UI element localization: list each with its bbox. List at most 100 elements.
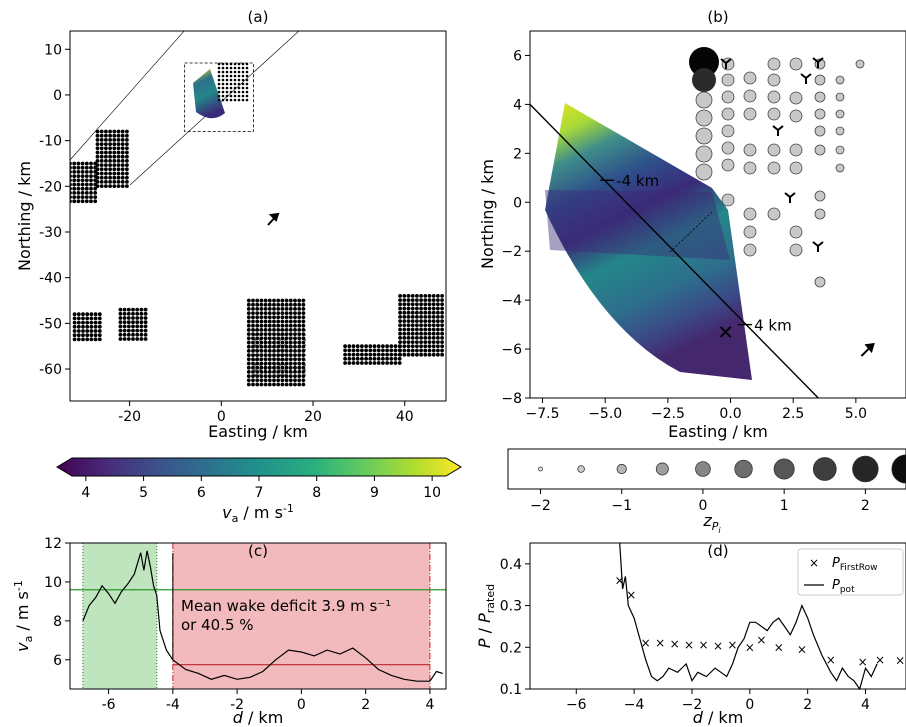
zoom-box	[184, 62, 254, 132]
turbine-dot	[304, 369, 306, 371]
turbine-dot	[85, 316, 90, 321]
turbine-dot	[95, 150, 100, 155]
turbine-dot	[419, 294, 423, 298]
turbine-dot	[139, 337, 144, 341]
turbine-dot	[251, 315, 255, 320]
panel-a-frame	[69, 30, 447, 402]
turbine-dot	[289, 339, 291, 341]
turbine-dot	[89, 161, 93, 166]
turbine-circle	[695, 145, 713, 163]
panel-a-xtick-label: 40	[396, 409, 414, 425]
turbine-dot	[80, 165, 85, 170]
turbine-dot	[406, 344, 411, 349]
turbine-dot	[241, 66, 245, 70]
turbine-dot	[246, 361, 251, 366]
turbine-dot	[97, 329, 102, 333]
turbine-dot	[85, 324, 90, 329]
turbine-circle	[721, 73, 735, 87]
turbine-dot	[254, 329, 256, 331]
turbine-dot	[99, 180, 104, 184]
turbine-dot	[246, 311, 251, 315]
turbine-dot	[410, 336, 415, 340]
panel-c-xtick-label: 4	[425, 697, 434, 713]
turbine-dot	[301, 323, 306, 328]
turbine-dot	[84, 165, 89, 170]
turbine-dot	[419, 352, 423, 357]
turbine-dot	[233, 94, 237, 98]
turbine-dot	[76, 170, 81, 174]
turbine-dot	[245, 90, 249, 94]
turbine-dot	[415, 327, 419, 332]
turbine-dot	[120, 154, 125, 159]
turbine-dot	[131, 328, 135, 333]
size-legend-marker	[695, 461, 711, 477]
turbine-dot	[269, 359, 271, 361]
turbine-dot	[84, 199, 89, 204]
turbine-dot	[72, 182, 77, 187]
panel-b-ytick-label: −6	[501, 342, 522, 358]
turbine-dot	[272, 328, 276, 332]
turbine-dot	[269, 344, 271, 346]
turbine-dot	[410, 327, 415, 332]
turbine-dot	[385, 356, 389, 361]
turbine-dot	[372, 348, 377, 353]
turbine-dot	[139, 307, 144, 312]
turbine-dot	[343, 361, 347, 365]
turbine-circle	[767, 73, 781, 87]
turbine-dot	[118, 332, 123, 337]
turbine-dot	[143, 332, 148, 337]
turbine-dot	[259, 369, 261, 371]
turbine-dot	[259, 354, 261, 356]
turbine-dot	[116, 154, 121, 159]
wind-arrow	[267, 212, 280, 226]
turbine-dot	[112, 171, 117, 176]
turbine-dot	[259, 344, 264, 349]
turbine-dot	[116, 171, 121, 176]
turbine-dot	[415, 294, 419, 298]
turbine-dot	[95, 167, 100, 172]
turbine-dot	[410, 323, 415, 328]
turbine-dot	[274, 359, 276, 361]
turbine-dot	[297, 328, 302, 332]
panel-c-ytick-label: 8	[53, 614, 62, 630]
turbine-dot	[276, 328, 281, 332]
turbine-dot	[120, 163, 125, 168]
turbine-dot	[284, 319, 289, 324]
turbine-dot	[263, 302, 268, 307]
turbine-dot	[347, 344, 352, 349]
turbine-dot	[84, 191, 89, 195]
turbine-dot	[76, 186, 81, 191]
turbine-dot	[280, 307, 285, 311]
panel-c-xtick-label: 0	[297, 697, 306, 713]
turbine-dot	[85, 312, 90, 317]
turbine-dot	[415, 302, 419, 307]
turbine-dot	[284, 311, 289, 315]
turbine-dot	[93, 186, 98, 191]
turbine-dot	[276, 340, 281, 345]
turbine-dot	[116, 180, 121, 184]
turbine-dot	[381, 356, 385, 361]
turbine-dot	[84, 161, 89, 166]
turbine-dot	[255, 298, 260, 303]
turbine-dot	[120, 180, 125, 184]
turbine-dot	[294, 359, 296, 361]
turbine-dot	[246, 328, 251, 332]
turbine-dot	[419, 310, 423, 315]
turbine-dot	[288, 298, 293, 303]
turbine-dot	[259, 344, 261, 346]
turbine-dot	[406, 348, 411, 353]
turbine-dot	[389, 361, 394, 365]
turbine-dot	[259, 328, 264, 332]
firstrow-point: ×	[774, 640, 784, 654]
turbine-dot	[288, 365, 293, 370]
turbine-dot	[263, 307, 268, 311]
turbine-dot	[289, 359, 291, 361]
turbine-dot	[245, 82, 249, 86]
colorbar-tick-label: 7	[255, 485, 264, 501]
turbine-dot	[269, 339, 271, 341]
turbine-dot	[419, 298, 423, 302]
turbine-dot	[294, 339, 296, 341]
turbine-dot	[72, 161, 77, 166]
turbine-dot	[289, 369, 291, 371]
turbine-dot	[116, 167, 121, 172]
